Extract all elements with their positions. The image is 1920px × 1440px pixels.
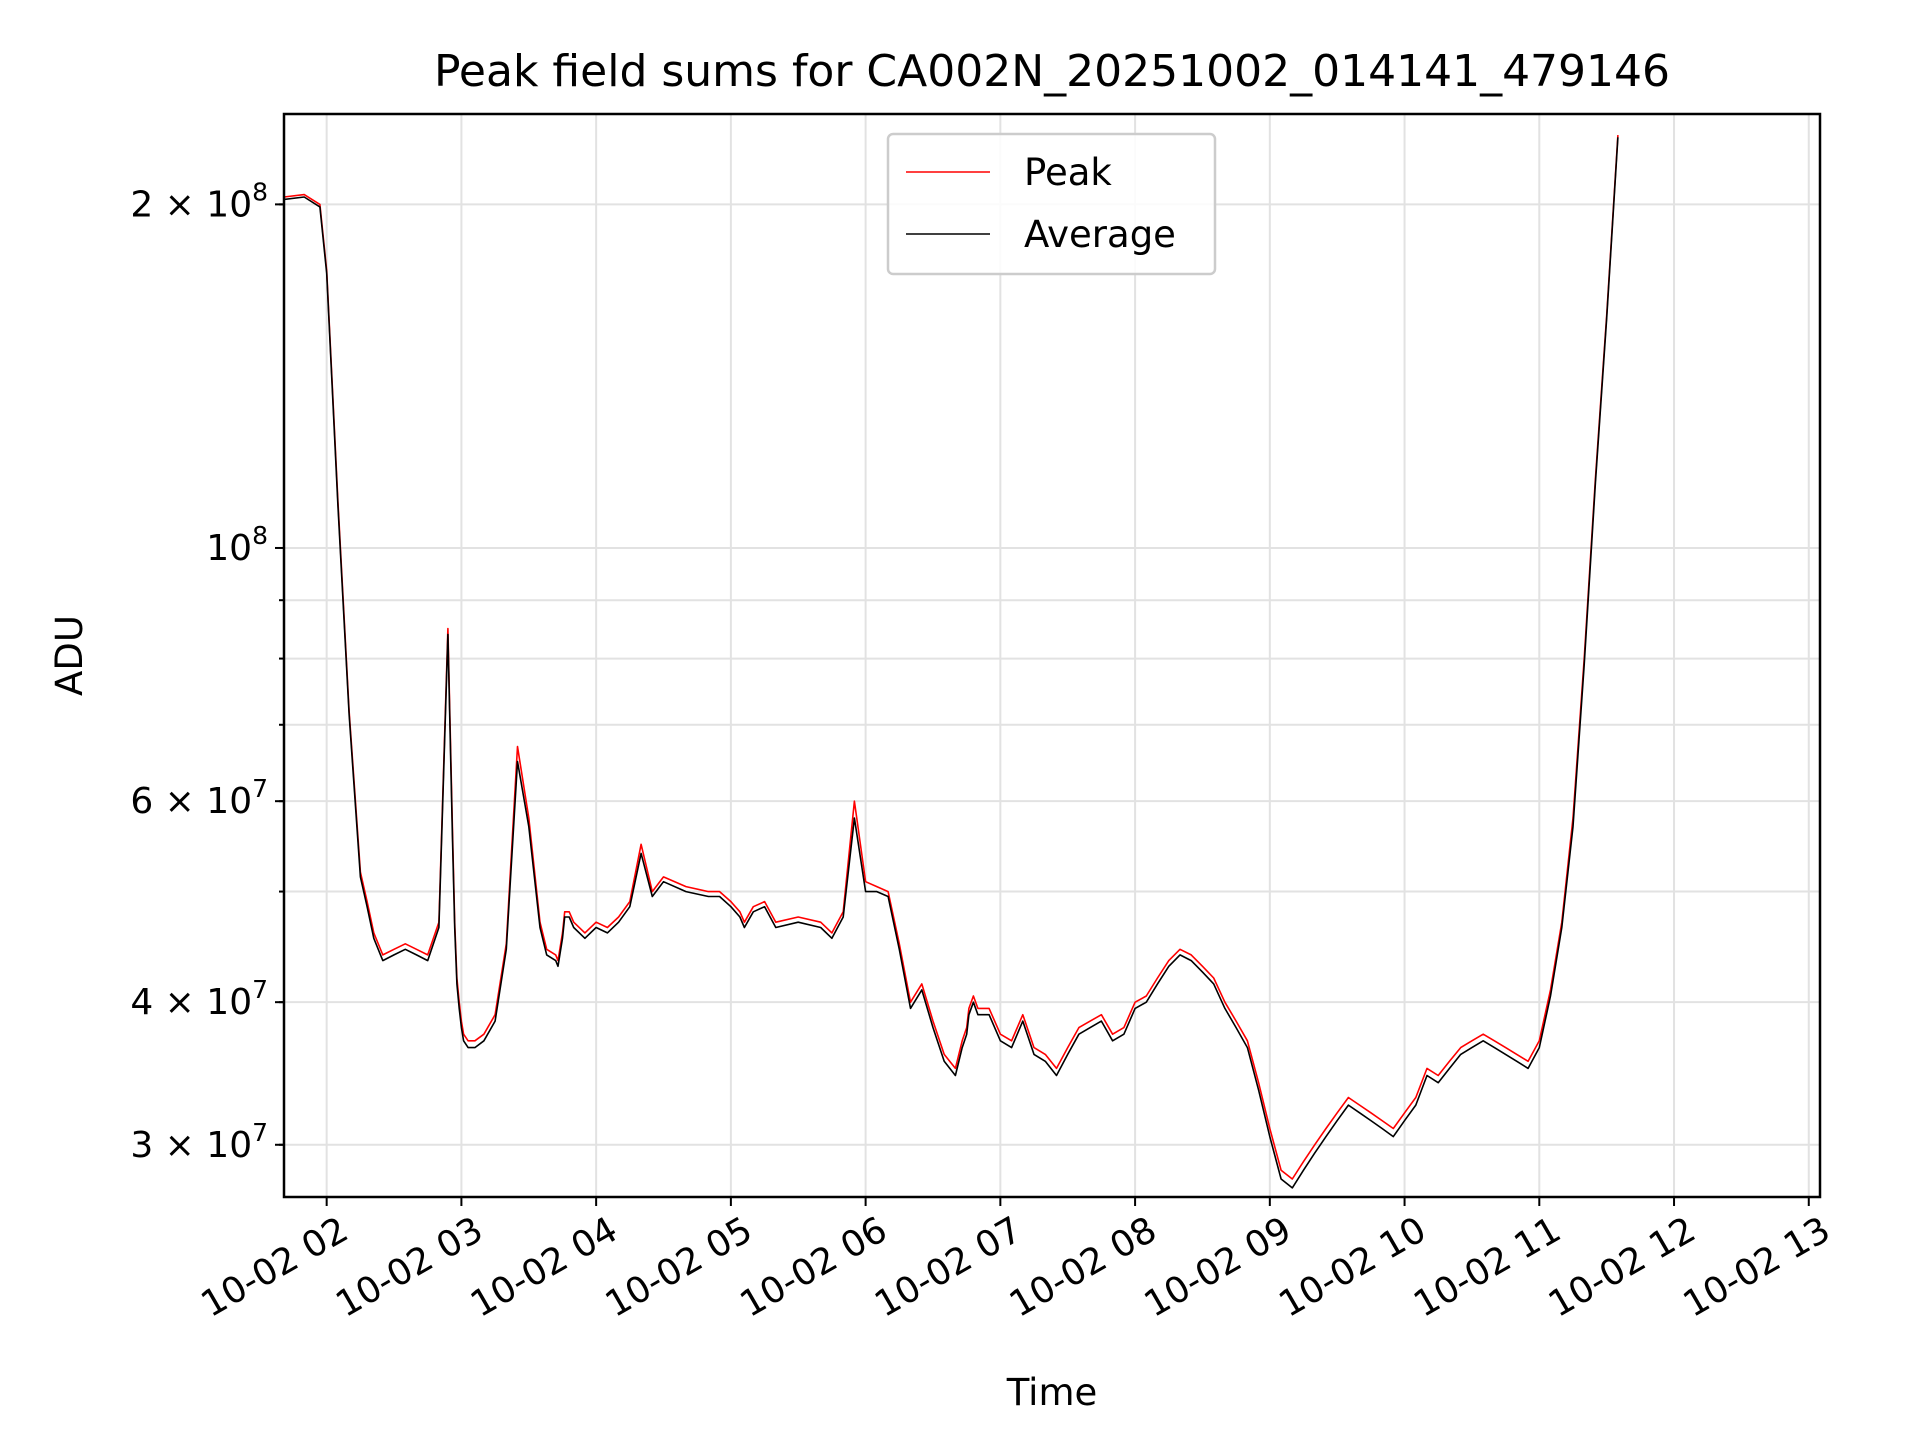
legend-label-average: Average (1024, 213, 1176, 256)
plot-area (284, 135, 1619, 1189)
legend: Peak Average (886, 132, 1217, 276)
plot-frame (282, 112, 1822, 1199)
legend-label-peak: Peak (1024, 151, 1112, 194)
series-line-peak (284, 135, 1619, 1180)
y-tick-label: 6 × 107 (130, 774, 268, 822)
y-tick-label: 4 × 107 (130, 975, 268, 1023)
series-line-average (284, 137, 1619, 1189)
y-tick-label: 3 × 107 (130, 1118, 268, 1166)
grid (284, 114, 1820, 1197)
x-axis-label: Time (1006, 1371, 1098, 1414)
legend-box (886, 132, 1217, 276)
y-tick-label: 2 × 108 (130, 177, 268, 225)
y-axis-label: ADU (48, 615, 91, 696)
y-tick-label: 108 (206, 521, 268, 569)
chart-title: Peak field sums for CA002N_20251002_0141… (434, 46, 1670, 97)
